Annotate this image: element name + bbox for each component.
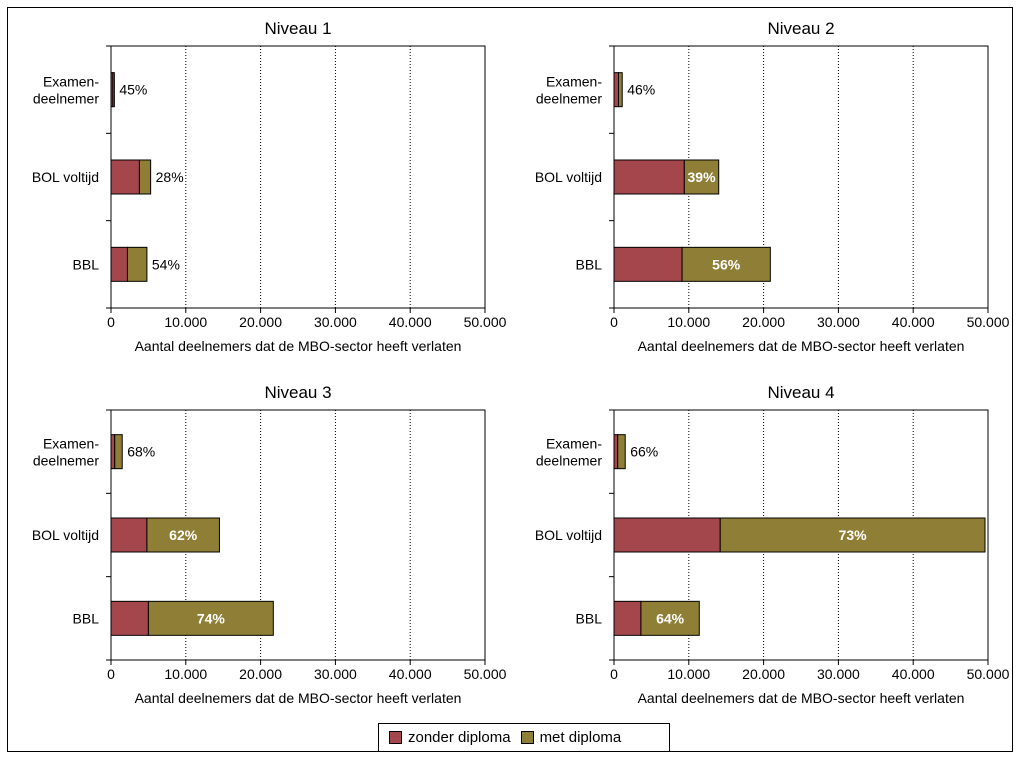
bar-met-diploma [147,600,274,636]
category-label: BOL voltijd [32,527,99,543]
data-label: 54% [152,256,180,272]
data-label: 64% [656,610,685,626]
x-axis-label: Aantal deelnemers dat de MBO-sector heef… [135,338,462,354]
x-axis-label: Aantal deelnemers dat de MBO-sector heef… [638,338,965,354]
x-tick-label: 20.000 [239,314,282,330]
bar-zonder-diploma [613,600,642,636]
legend-item-met: met diploma [520,729,622,746]
data-label: 46% [627,82,655,98]
x-tick-label: 50.000 [967,314,1010,330]
x-tick-label: 20.000 [239,666,282,682]
legend: zonder diploma met diploma [378,723,670,752]
bar-met-diploma [681,246,771,282]
data-label: 45% [119,82,147,98]
x-tick-label: 10.000 [164,666,207,682]
x-tick-label: 0 [107,314,115,330]
legend-label-met: met diploma [539,729,622,746]
category-label: BOL voltijd [32,169,99,185]
chart-panel-4: Niveau 4 0 10.000 20.000 30.000 40.000 50.000A… [535,383,1010,706]
chart-title: Niveau 4 [767,383,834,402]
legend-label-zonder: zonder diploma [408,729,511,746]
bar-zonder-diploma [613,159,685,195]
x-tick-label: 0 [107,666,115,682]
bar-zonder-diploma [613,517,721,553]
bar-met-diploma [683,159,720,195]
data-label: 74% [197,610,226,626]
bar-zonder-diploma [110,600,149,636]
data-label: 62% [169,527,198,543]
bar-zonder-diploma [613,246,683,282]
chart-panel-1: Niveau 1 0 10.000 20.000 30.000 40.000 50.000A… [32,19,507,354]
x-tick-label: 0 [610,666,618,682]
bar-zonder-diploma [110,434,116,470]
x-tick-label: 40.000 [389,666,432,682]
x-tick-label: 10.000 [667,314,710,330]
x-tick-label: 40.000 [892,666,935,682]
legend-item-zonder: zonder diploma [389,729,511,746]
data-label: 56% [712,256,741,272]
chart-title: Niveau 3 [264,383,331,402]
legend-swatch-zonder [389,731,402,744]
bar-met-diploma [138,159,152,195]
x-tick-label: 20.000 [742,314,785,330]
data-label: 73% [839,527,868,543]
bar-met-diploma [146,517,220,553]
bar-met-diploma [640,600,700,636]
category-label: BOL voltijd [535,527,602,543]
bar-zonder-diploma [613,434,619,470]
chart-title: Niveau 1 [264,19,331,38]
x-tick-label: 30.000 [817,666,860,682]
legend-swatch-met [520,731,534,744]
data-label: 39% [688,169,717,185]
bar-zonder-diploma [110,517,148,553]
x-axis-label: Aantal deelnemers dat de MBO-sector heef… [135,690,462,706]
x-tick-label: 30.000 [817,314,860,330]
category-label: Examen-deelnemer [536,74,602,107]
bar-zonder-diploma [110,246,128,282]
category-label: BBL [73,610,100,626]
chart-panel-2: Niveau 2 0 10.000 20.000 30.000 40.000 50.000A… [535,19,1010,354]
x-tick-label: 0 [610,314,618,330]
category-label: BOL voltijd [535,169,602,185]
chart-title: Niveau 2 [767,19,834,38]
data-label: 28% [156,169,184,185]
x-tick-label: 50.000 [464,666,507,682]
x-tick-label: 30.000 [314,666,357,682]
x-tick-label: 50.000 [464,314,507,330]
x-tick-label: 20.000 [742,666,785,682]
bar-met-diploma [126,246,148,282]
x-axis-label: Aantal deelnemers dat de MBO-sector heef… [638,690,965,706]
category-label: BBL [576,610,603,626]
x-tick-label: 40.000 [389,314,432,330]
x-tick-label: 50.000 [967,666,1010,682]
category-label: BBL [576,256,603,272]
bar-met-diploma [617,72,623,108]
bar-met-diploma [719,517,986,553]
x-tick-label: 10.000 [667,666,710,682]
data-label: 66% [630,444,658,460]
x-tick-label: 10.000 [164,314,207,330]
category-label: Examen-deelnemer [33,74,99,107]
data-label: 68% [127,444,155,460]
x-tick-label: 30.000 [314,314,357,330]
chart-panel-3: Niveau 3 0 10.000 20.000 30.000 40.000 50.000A… [32,383,507,706]
category-label: Examen-deelnemer [536,436,602,469]
bar-zonder-diploma [613,72,619,108]
bar-zonder-diploma [110,159,140,195]
category-label: BBL [73,256,100,272]
x-tick-label: 40.000 [892,314,935,330]
bar-met-diploma [617,434,626,470]
bar-met-diploma [114,434,123,470]
bar-met-diploma [112,72,115,108]
category-label: Examen-deelnemer [33,436,99,469]
